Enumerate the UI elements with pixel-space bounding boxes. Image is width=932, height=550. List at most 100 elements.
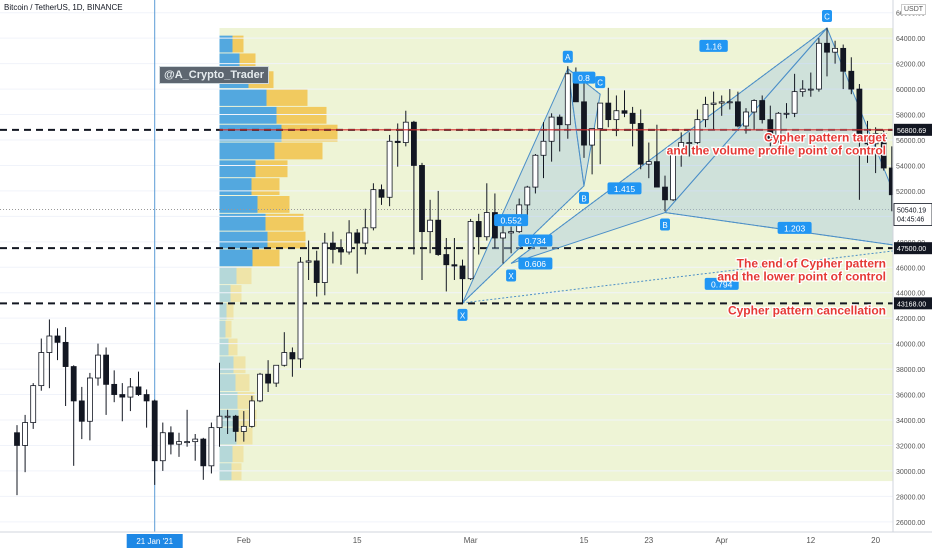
candle-body xyxy=(556,116,563,126)
fib-ratio-text: 0.552 xyxy=(500,216,522,226)
volume-profile-down-bar xyxy=(236,267,252,285)
candle-body xyxy=(524,186,531,206)
candle-body xyxy=(743,111,749,127)
volume-profile-up-bar xyxy=(219,392,238,409)
candle-body xyxy=(807,88,814,91)
candle xyxy=(637,109,644,170)
volume-profile-up-bar xyxy=(219,285,231,302)
cypher-point-box xyxy=(457,308,468,321)
candle-body xyxy=(621,110,628,114)
candle xyxy=(54,328,61,361)
cypher-point-c2: C xyxy=(822,10,832,22)
candle xyxy=(597,102,604,165)
price-tag: 56800.69 xyxy=(894,123,932,136)
candle xyxy=(281,332,288,367)
currency-unit-label: USDT xyxy=(901,4,927,15)
candle-body xyxy=(840,47,847,72)
x-tick-label: 20 xyxy=(871,536,880,545)
volume-profile-up-bar xyxy=(219,124,282,142)
candle-body xyxy=(419,165,425,233)
volume-profile-down-bar xyxy=(231,463,242,481)
y-tick-label: 36000.00 xyxy=(896,393,925,400)
candle xyxy=(208,422,215,474)
candle-body xyxy=(127,386,134,398)
candle-body xyxy=(200,438,207,467)
volume-profile-down-bar xyxy=(252,249,280,267)
cypher-point-box xyxy=(595,76,606,89)
annotation-text: and the lower point of control xyxy=(717,269,886,283)
candle xyxy=(200,437,207,480)
candle xyxy=(338,239,344,265)
candle-body xyxy=(759,100,766,121)
candle-body xyxy=(216,415,223,429)
candle-body xyxy=(581,101,587,146)
candle-body xyxy=(678,142,685,152)
volume-profile-up-bar xyxy=(219,89,267,106)
y-tick-label: 44000.00 xyxy=(896,291,925,298)
candle xyxy=(224,409,231,434)
candle-body xyxy=(410,121,417,166)
candle xyxy=(103,347,109,415)
x-tick-label: Feb xyxy=(237,536,251,545)
candle-body xyxy=(791,91,798,114)
candle xyxy=(435,190,442,256)
candle-body xyxy=(775,112,782,140)
fib-ratio-label: 0.552 xyxy=(494,214,529,227)
candle-body xyxy=(467,221,474,280)
candle xyxy=(151,399,158,485)
cypher-ratio-connector xyxy=(462,247,917,304)
candle xyxy=(443,238,450,292)
y-tick-label: 26000.00 xyxy=(896,520,925,527)
fib-ratio-box xyxy=(494,214,529,227)
cypher-point-box xyxy=(562,50,573,63)
candle-body xyxy=(111,383,118,395)
y-tick-label: 34000.00 xyxy=(896,418,925,425)
candle xyxy=(321,232,328,296)
x-tick-label: 12 xyxy=(806,536,815,545)
candle xyxy=(451,238,458,280)
candle xyxy=(184,409,191,447)
chart-title: Bitcoin / TetherUS, 1D, BINANCE xyxy=(4,3,123,12)
candle-body xyxy=(70,366,77,402)
candle-body xyxy=(378,189,385,198)
candle xyxy=(305,240,312,280)
candle-body xyxy=(143,394,150,402)
candle-body xyxy=(443,254,450,266)
candle-body xyxy=(654,161,660,188)
countdown-text: 04:45:46 xyxy=(897,216,924,223)
candle xyxy=(735,91,741,128)
volume-profile-down-bar xyxy=(251,178,280,195)
candle-body xyxy=(532,154,539,188)
y-tick-label: 28000.00 xyxy=(896,494,925,501)
x-tick-label: 15 xyxy=(580,536,589,545)
y-tick-label: 46000.00 xyxy=(896,265,925,272)
y-tick-label: 40000.00 xyxy=(896,342,925,349)
candle-body xyxy=(605,102,612,121)
candle-body xyxy=(589,128,595,146)
candle-body xyxy=(613,110,620,121)
candle xyxy=(645,142,652,179)
volume-profile-down-bar xyxy=(255,160,288,178)
candle xyxy=(87,372,93,441)
candle-body xyxy=(354,232,361,244)
candle xyxy=(718,95,725,116)
candle-body xyxy=(192,438,199,443)
candle xyxy=(402,110,409,147)
candle xyxy=(759,95,766,124)
candle-body xyxy=(321,242,328,283)
candle xyxy=(726,89,733,110)
candle-body xyxy=(386,140,393,198)
candle-body xyxy=(427,219,434,233)
candle-body xyxy=(880,133,887,169)
candle-body xyxy=(451,264,458,267)
candle xyxy=(508,226,515,254)
candle xyxy=(621,90,628,118)
x-tick-label: 23 xyxy=(644,536,653,545)
fib-ratio-box xyxy=(607,182,642,195)
candle-body xyxy=(370,189,377,229)
candle xyxy=(127,378,134,412)
y-tick-label: 58000.00 xyxy=(896,113,925,120)
candle xyxy=(419,162,425,280)
y-tick-label: 54000.00 xyxy=(896,163,925,170)
x-highlight-box xyxy=(126,534,183,548)
